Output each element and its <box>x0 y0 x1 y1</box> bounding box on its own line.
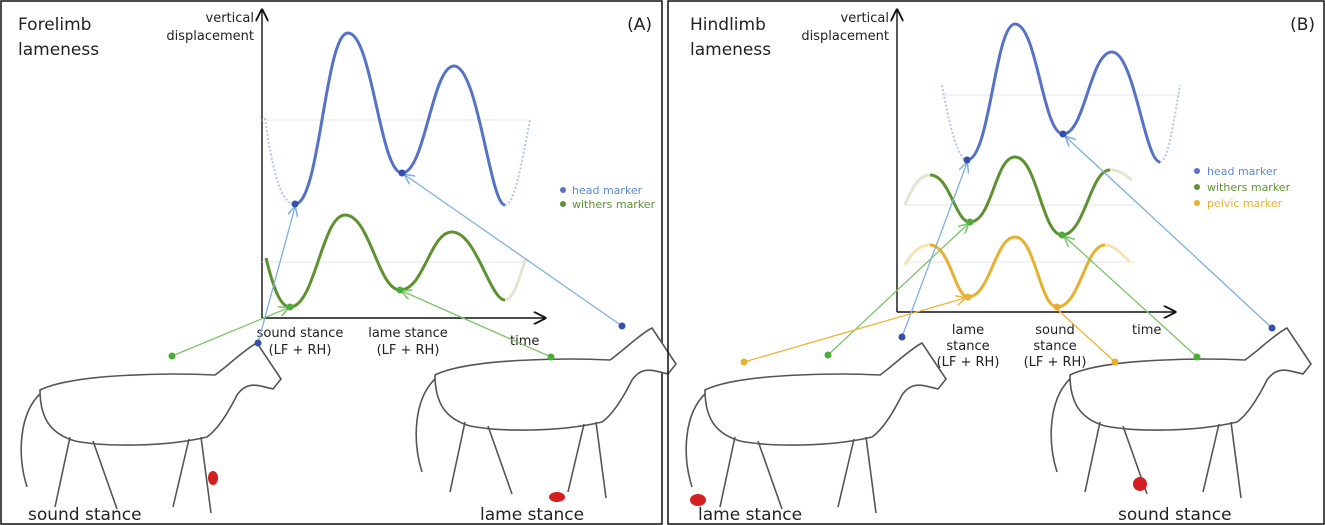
head-marker <box>291 200 299 208</box>
arrow <box>405 175 623 327</box>
withers-curve <box>929 155 1111 237</box>
stance-label: (LF + RH) <box>1024 355 1087 370</box>
legend-marker <box>1194 184 1200 190</box>
withers-marker <box>396 286 404 294</box>
legend-label: withers marker <box>1207 181 1291 194</box>
arrow <box>1065 237 1198 358</box>
y-axis-label: vertical <box>206 11 254 26</box>
y-axis-label: displacement <box>166 29 254 44</box>
head-marker <box>963 156 971 164</box>
withers-marker <box>547 353 555 361</box>
legend-marker <box>1194 200 1200 206</box>
arrow <box>827 224 968 356</box>
arrow <box>402 291 552 358</box>
stance-label: stance <box>1033 339 1076 354</box>
horse-label: lame stance <box>480 505 584 525</box>
pelvic-curve-faint <box>903 243 931 266</box>
lame-hoof <box>208 471 218 485</box>
legend-marker <box>1194 168 1200 174</box>
horse-label: sound stance <box>28 505 142 525</box>
arrow <box>901 163 967 338</box>
lame-hoof <box>1133 477 1147 491</box>
head-curve <box>966 22 1161 164</box>
horse-illustration <box>415 327 677 499</box>
head-marker <box>618 322 626 330</box>
pelvic-marker <box>1111 358 1119 366</box>
withers-marker <box>966 218 974 226</box>
arrow <box>171 308 288 357</box>
panel-border <box>0 0 663 525</box>
stance-label: (LF + RH) <box>937 355 1000 370</box>
legend-marker <box>560 201 566 207</box>
legend-label: withers marker <box>572 198 656 211</box>
x-axis-label: time <box>510 334 539 349</box>
stance-label: lame <box>952 323 984 338</box>
legend-marker <box>560 187 566 193</box>
withers-curve-faint <box>1109 168 1133 182</box>
pelvic-curve-faint <box>1104 243 1131 264</box>
arrow <box>743 298 965 363</box>
stance-label: sound stance <box>257 326 344 341</box>
withers-marker <box>824 351 832 359</box>
head-curve-faint <box>264 117 296 205</box>
head-curve-faint <box>1159 84 1181 163</box>
withers-marker <box>286 303 294 311</box>
withers-curve <box>264 213 506 309</box>
x-axis-label: time <box>1132 323 1161 338</box>
head-curve <box>294 31 506 207</box>
legend-label: head marker <box>1207 165 1278 178</box>
horse-illustration <box>685 342 947 514</box>
stance-label: (LF + RH) <box>269 343 332 358</box>
pelvic-marker <box>964 293 972 301</box>
withers-marker <box>168 352 176 360</box>
horse-label: lame stance <box>698 505 802 525</box>
lame-hoof <box>690 494 706 506</box>
panel-title: lameness <box>18 40 99 60</box>
stance-label: (LF + RH) <box>377 343 440 358</box>
panel-border <box>667 0 1325 525</box>
arrow <box>1066 137 1273 329</box>
withers-curve-faint <box>903 173 931 206</box>
y-axis-label: displacement <box>801 29 889 44</box>
head-marker <box>1059 130 1067 138</box>
head-marker <box>398 169 406 177</box>
panel-title: lameness <box>690 40 771 60</box>
withers-marker <box>1058 231 1066 239</box>
arrow <box>1057 309 1116 363</box>
head-curve-faint <box>504 119 531 206</box>
panel-a: Forelimb lameness (A) vertical displacem… <box>0 0 677 525</box>
withers-marker <box>1193 353 1201 361</box>
stance-label: sound <box>1035 323 1074 338</box>
y-axis-label: vertical <box>841 11 889 26</box>
head-curve-faint <box>941 84 968 161</box>
legend-label: head marker <box>572 184 643 197</box>
panel-title: Hindlimb <box>690 15 766 35</box>
stance-label: lame stance <box>368 326 448 341</box>
panel-label: (B) <box>1290 15 1315 35</box>
pelvic-marker <box>1053 303 1061 311</box>
panel-title: Forelimb <box>18 15 91 35</box>
horse-illustration <box>20 342 282 514</box>
pelvic-curve <box>929 235 1106 309</box>
withers-curve-faint <box>504 257 528 302</box>
stance-label: stance <box>946 339 989 354</box>
legend-label: pelvic marker <box>1207 197 1283 210</box>
panel-b: Hindlimb lameness (B) vertical displacem… <box>667 0 1325 525</box>
pelvic-marker <box>740 358 748 366</box>
lame-hoof <box>549 492 565 502</box>
arrow <box>257 207 295 344</box>
panel-label: (A) <box>627 15 652 35</box>
head-marker <box>898 333 906 341</box>
horse-label: sound stance <box>1118 505 1232 525</box>
head-marker <box>254 339 262 347</box>
head-marker <box>1268 324 1276 332</box>
horse-illustration <box>1050 327 1312 499</box>
